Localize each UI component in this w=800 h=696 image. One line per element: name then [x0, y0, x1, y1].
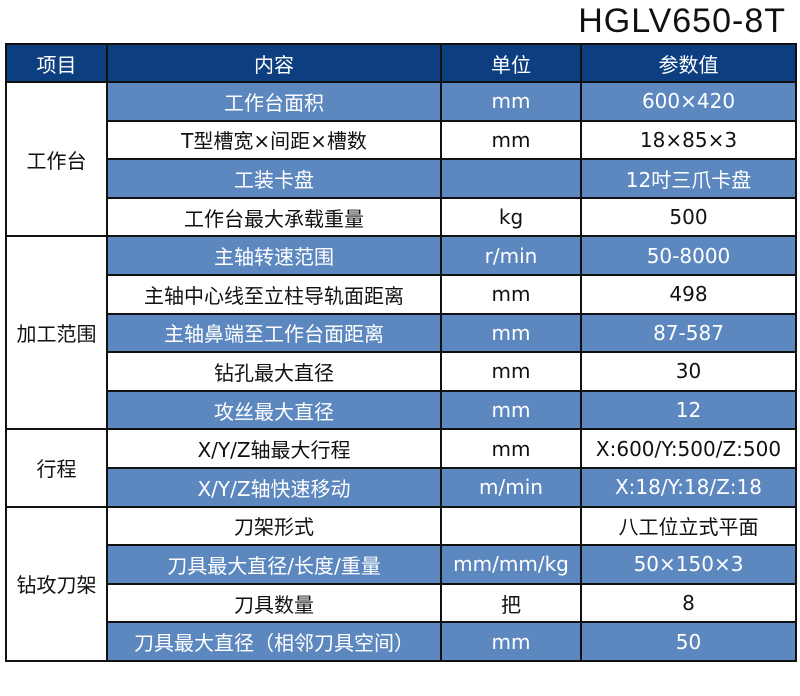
value-cell: 18×85×3 [580, 119, 797, 161]
spec-table: 项目 内容 单位 参数值 工作台 工作台面积 mm 600×420 T型槽宽×间距×槽数… [5, 43, 797, 662]
value-cell: 30 [580, 351, 797, 392]
header-item: 项目 [5, 43, 108, 83]
header-row: 项目 内容 单位 参数值 [5, 43, 797, 83]
content-cell: 工作台最大承载重量 [106, 196, 442, 238]
table-row: 攻丝最大直径 mm 12 [6, 389, 797, 431]
content-cell: 刀具最大直径（相邻刀具空间） [106, 621, 442, 662]
value-cell: 50-8000 [580, 235, 797, 276]
value-cell: 12 [580, 389, 797, 431]
value-cell: 八工位立式平面 [580, 505, 797, 547]
unit-cell: r/min [440, 235, 582, 276]
content-cell: 刀架形式 [106, 505, 442, 547]
table-row: 加工范围 主轴转速范围 r/min 50-8000 [5, 235, 797, 431]
value-cell: 498 [580, 273, 797, 315]
group-label: 加工范围 [5, 235, 108, 431]
content-cell: X/Y/Z轴最大行程 [106, 428, 442, 469]
unit-cell: 把 [440, 582, 582, 624]
group-label: 工作台 [5, 80, 108, 238]
value-cell: 8 [580, 582, 797, 624]
header-content: 内容 [106, 43, 442, 83]
unit-cell: mm/mm/kg [440, 544, 582, 585]
content-cell: 主轴转速范围 [106, 235, 442, 276]
value-cell: 12吋三爪卡盘 [580, 158, 797, 199]
group-label: 行程 [5, 428, 108, 508]
unit-cell: kg [440, 196, 582, 238]
value-cell: 50×150×3 [580, 544, 797, 585]
content-cell: 主轴中心线至立柱导轨面距离 [106, 273, 442, 315]
content-cell: 工作台面积 [106, 81, 442, 122]
content-cell: T型槽宽×间距×槽数 [106, 119, 442, 161]
table-row: 工作台 工作台面积 mm 600×420 [5, 80, 797, 238]
value-cell: 600×420 [580, 81, 797, 122]
header-unit: 单位 [440, 43, 582, 83]
table-row: 刀具数量把 8 [6, 582, 797, 624]
unit-cell: m/min [440, 466, 582, 508]
header-value: 参数值 [580, 43, 797, 83]
content-cell: 工装卡盘 [106, 158, 442, 199]
content-cell: 刀具数量 [106, 582, 442, 624]
unit-cell: mm [440, 389, 582, 431]
unit-cell: mm [440, 621, 582, 662]
unit-cell: mm [440, 273, 582, 315]
table-row: 钻攻刀架 刀架形式 八工位立式平面 [5, 505, 797, 662]
content-cell: 钻孔最大直径 [106, 351, 442, 392]
unit-cell [440, 505, 582, 547]
value-cell: X:600/Y:500/Z:500 [580, 428, 797, 469]
table-row: 工装卡盘 12吋三爪卡盘 [6, 158, 797, 199]
unit-cell: mm [440, 351, 582, 392]
value-cell: 87-587 [580, 312, 797, 354]
table-row: T型槽宽×间距×槽数 mm 18×85×3 [6, 119, 797, 161]
content-cell: 攻丝最大直径 [106, 389, 442, 431]
content-cell: 刀具最大直径/长度/重量 [106, 544, 442, 585]
table-row: 钻孔最大直径 mm 30 [6, 351, 797, 392]
unit-cell: mm [440, 119, 582, 161]
table-row: 刀具最大直径/长度/重量 mm/mm/kg 50×150×3 [6, 544, 797, 585]
unit-cell: mm [440, 81, 582, 122]
value-cell: X:18/Y:18/Z:18 [580, 466, 797, 508]
table-row: 主轴鼻端至工作台面距离 mm 87-587 [6, 312, 797, 354]
model-title: HGLV650-8T [578, 2, 786, 40]
table-row: 刀具最大直径（相邻刀具空间） mm 50 [6, 621, 797, 662]
content-cell: 主轴鼻端至工作台面距离 [106, 312, 442, 354]
value-cell: 500 [580, 196, 797, 238]
table-row: 行程 X/Y/Z轴最大行程 mm X:600/Y:500/Z:500 [5, 428, 797, 508]
unit-cell [440, 158, 582, 199]
table-row: X/Y/Z轴快速移动 m/min X:18/Y:18/Z:18 [6, 466, 797, 508]
value-cell: 50 [580, 621, 797, 662]
group-label: 钻攻刀架 [5, 505, 108, 662]
content-cell: X/Y/Z轴快速移动 [106, 466, 442, 508]
table-row: 工作台最大承载重量 kg 500 [6, 196, 797, 238]
unit-cell: mm [440, 312, 582, 354]
table-row: 主轴中心线至立柱导轨面距离 mm 498 [6, 273, 797, 315]
unit-cell: mm [440, 428, 582, 469]
